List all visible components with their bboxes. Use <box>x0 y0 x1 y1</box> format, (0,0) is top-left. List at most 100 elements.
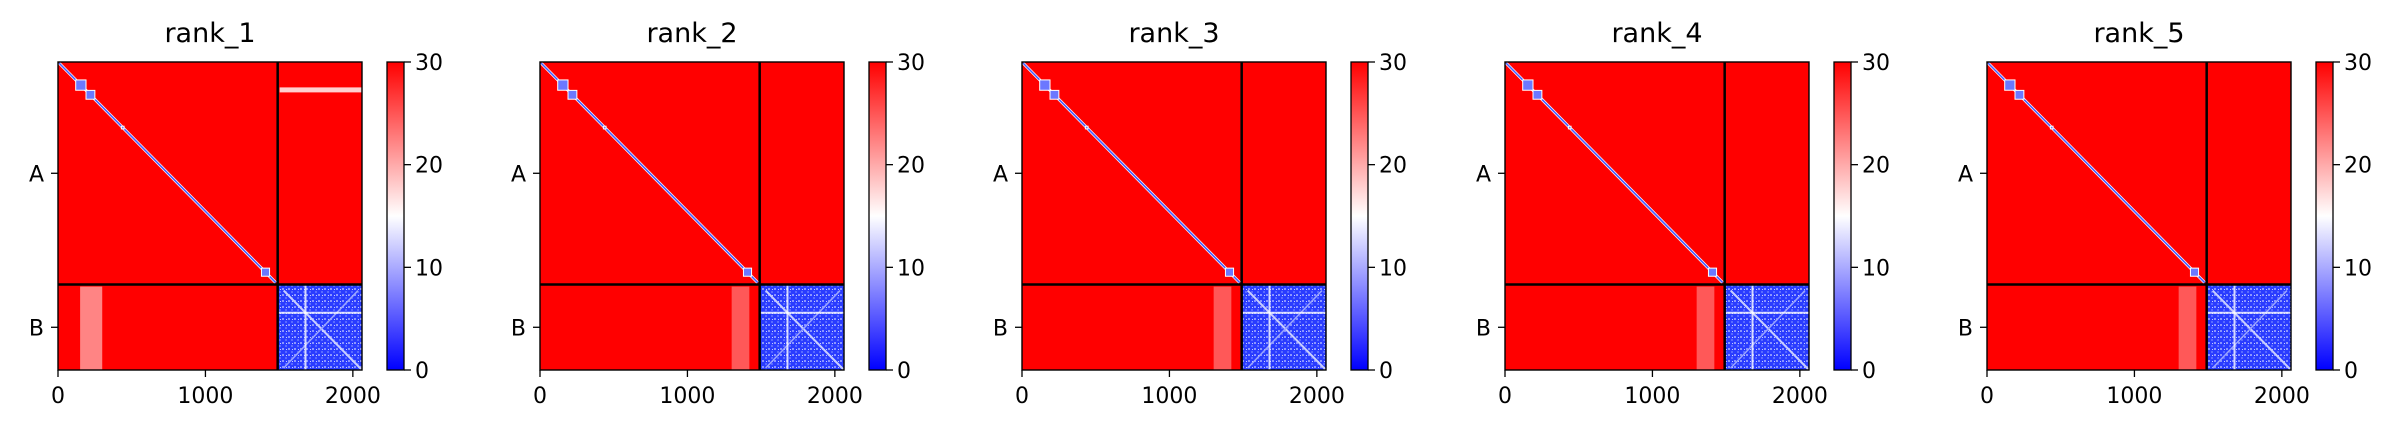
x-tick-label: 0 <box>533 384 547 409</box>
chain-b-antidiagonal <box>765 290 841 369</box>
x-tick-label: 2000 <box>325 384 381 409</box>
stripe-light <box>731 286 750 370</box>
x-tick-label: 0 <box>51 384 65 409</box>
domain-block-2 <box>1049 89 1060 100</box>
domain-block-4 <box>1707 267 1718 277</box>
domain-block-3 <box>120 125 125 130</box>
colorbar-tick-label: 20 <box>897 154 925 179</box>
chain-b-antidiagonal <box>283 290 359 369</box>
panel-title: rank_3 <box>1128 18 1219 49</box>
domain-block-4 <box>260 267 271 277</box>
x-tick-label: 2000 <box>807 384 863 409</box>
y-tick-label: B <box>993 316 1008 341</box>
panel-1: rank_1 0 1000 2000 A B 0 10 20 30 <box>29 18 443 409</box>
y-tick-label: B <box>1476 316 1491 341</box>
chain-b-diagonal <box>282 289 363 371</box>
chain-b-diagonal <box>764 289 845 371</box>
domain-block-1 <box>557 79 569 91</box>
colorbar-tick-label: 30 <box>897 51 925 76</box>
domain-block-4 <box>2189 267 2200 277</box>
colorbar <box>868 61 887 371</box>
colorbar <box>2315 61 2334 371</box>
domain-block-1 <box>1039 79 1051 91</box>
colorbar-tick-label: 10 <box>897 256 925 281</box>
axes-frame <box>57 61 363 371</box>
x-tick-label: 2000 <box>1289 384 1345 409</box>
colorbar-tick-label: 20 <box>415 154 443 179</box>
x-tick-label: 0 <box>1015 384 1029 409</box>
panel-5: rank_5 0 1000 2000 A B 0 10 20 30 <box>1958 18 2372 409</box>
panel-title: rank_2 <box>646 18 737 49</box>
x-tick-label: 2000 <box>2254 384 2310 409</box>
y-tick-label: A <box>1958 162 1973 187</box>
y-tick-label: A <box>993 162 1008 187</box>
chain-b-diagonal <box>1246 289 1327 371</box>
y-tick-label: A <box>511 162 526 187</box>
chain-b-diagonal <box>2211 289 2292 371</box>
colorbar-tick-label: 20 <box>2344 154 2372 179</box>
domain-block-2 <box>567 89 578 100</box>
x-tick-label: 1000 <box>177 384 233 409</box>
domain-block-3 <box>1567 125 1572 130</box>
x-tick-label: 1000 <box>659 384 715 409</box>
x-tick-label: 0 <box>1980 384 1994 409</box>
x-tick-label: 1000 <box>1141 384 1197 409</box>
domain-block-4 <box>1224 267 1235 277</box>
y-tick-label: A <box>29 162 44 187</box>
domain-block-1 <box>75 79 87 91</box>
colorbar-tick-label: 0 <box>1862 359 1876 384</box>
chain-b-antidiagonal <box>1247 290 1323 369</box>
domain-block-4 <box>742 267 753 277</box>
colorbar-tick-label: 0 <box>1379 359 1393 384</box>
x-tick-label: 0 <box>1498 384 1512 409</box>
axes-frame <box>539 61 845 371</box>
y-tick-label: B <box>511 316 526 341</box>
colorbar-tick-label: 0 <box>897 359 911 384</box>
stripe-light <box>80 286 103 370</box>
colorbar-tick-label: 0 <box>415 359 429 384</box>
colorbar-tick-label: 10 <box>415 256 443 281</box>
x-tick-label: 1000 <box>2106 384 2162 409</box>
y-tick-label: B <box>1958 316 1973 341</box>
stripe-horizontal <box>279 87 362 93</box>
domain-block-3 <box>2049 125 2054 130</box>
colorbar-tick-label: 30 <box>1862 51 1890 76</box>
x-tick-label: 2000 <box>1772 384 1828 409</box>
domain-block-2 <box>85 89 96 100</box>
domain-block-1 <box>2004 79 2016 91</box>
stripe-light <box>1213 286 1232 370</box>
colorbar <box>386 61 405 371</box>
panel-2: rank_2 0 1000 2000 A B 0 10 20 30 <box>511 18 925 409</box>
chain-b-antidiagonal <box>2212 290 2288 369</box>
colorbar-tick-label: 10 <box>2344 256 2372 281</box>
chain-b-antidiagonal <box>1730 290 1806 369</box>
domain-block-2 <box>1532 89 1543 100</box>
colorbar-tick-label: 30 <box>415 51 443 76</box>
stripe-light <box>1696 286 1715 370</box>
panel-title: rank_4 <box>1611 18 1702 49</box>
colorbar-tick-label: 10 <box>1862 256 1890 281</box>
x-tick-label: 1000 <box>1624 384 1680 409</box>
chain-b-diagonal <box>1729 289 1810 371</box>
domain-block-2 <box>2014 89 2025 100</box>
y-tick-label: A <box>1476 162 1491 187</box>
colorbar-tick-label: 20 <box>1379 154 1407 179</box>
stripe-light <box>2178 286 2197 370</box>
axes-frame <box>1021 61 1327 371</box>
colorbar-tick-label: 30 <box>2344 51 2372 76</box>
axes-frame <box>1504 61 1810 371</box>
y-tick-label: B <box>29 316 44 341</box>
panel-3: rank_3 0 1000 2000 A B 0 10 20 30 <box>993 18 1407 409</box>
colorbar <box>1833 61 1852 371</box>
colorbar-tick-label: 30 <box>1379 51 1407 76</box>
domain-block-3 <box>602 125 607 130</box>
colorbar <box>1350 61 1369 371</box>
panel-4: rank_4 0 1000 2000 A B 0 10 20 30 <box>1476 18 1890 409</box>
panel-title: rank_1 <box>164 18 255 49</box>
panel-title: rank_5 <box>2093 18 2184 49</box>
axes-frame <box>1986 61 2292 371</box>
colorbar-tick-label: 10 <box>1379 256 1407 281</box>
domain-block-3 <box>1084 125 1089 130</box>
domain-block-1 <box>1522 79 1534 91</box>
